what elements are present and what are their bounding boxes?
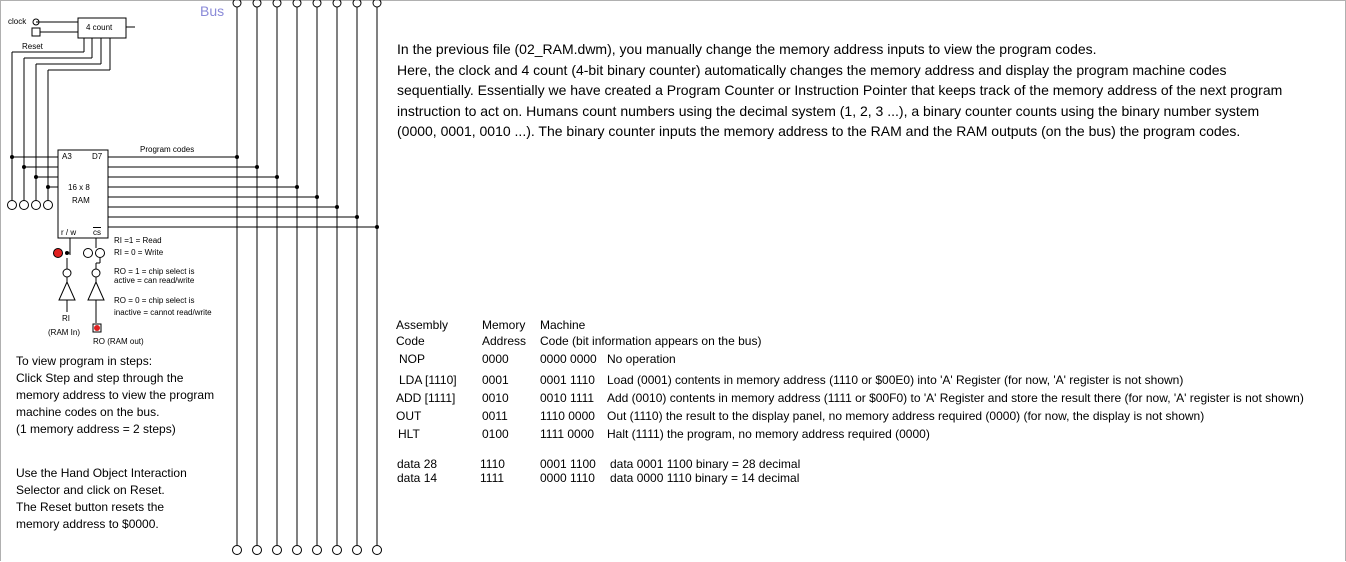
row-asm: ADD [1111] (396, 391, 456, 405)
steps-note: To view program in steps: Click Step and… (16, 354, 215, 436)
reset-button[interactable]: Reset (22, 42, 43, 51)
row-asm: LDA [1110] (399, 373, 457, 387)
row-asm: HLT (398, 427, 420, 441)
row-addr: 0100 (482, 427, 509, 441)
clock-label[interactable]: clock (8, 17, 27, 26)
row-addr: 0001 (482, 373, 509, 387)
header-memory: Memory (482, 318, 526, 332)
row-desc: Add (0010) contents in memory address (1… (607, 391, 1304, 405)
header-address: Address (482, 334, 527, 348)
row-asm: NOP (399, 352, 426, 366)
ram-chip (57, 149, 109, 239)
counter-box (77, 17, 127, 39)
header-machine: Machine (540, 318, 586, 332)
ri-sub-label: (RAM In) (48, 328, 80, 337)
bus-lines (232, 0, 382, 555)
ram-addr-pin: A3 (62, 152, 72, 161)
header-code: Code (396, 334, 425, 348)
row-code: 0010 1111 (540, 391, 595, 405)
row-asm: OUT (396, 409, 422, 423)
row-addr: 0010 (482, 391, 509, 405)
data-row-code: 0001 1100 (540, 457, 596, 471)
row-addr: 0000 (482, 352, 509, 366)
row-code: 1111 0000 (540, 427, 595, 441)
data-row-code: 0000 1110 (540, 471, 595, 485)
bus-label: Bus (200, 3, 225, 19)
header-assembly: Assembly (396, 318, 449, 332)
ri-label: RI (62, 314, 70, 323)
row-code: 0001 1110 (540, 373, 595, 387)
ri-led-icon (53, 248, 63, 258)
row-desc: Load (0001) contents in memory address (… (607, 373, 1184, 387)
data-row-asm: data 28 (397, 457, 438, 471)
data-row-asm: data 14 (397, 471, 438, 485)
program-table: Assembly Code Memory Address Machine Cod… (396, 318, 1336, 558)
data-row-addr: 1110 (480, 457, 505, 471)
row-code: 1110 0000 (540, 409, 595, 423)
program-codes-label: Program codes (140, 145, 195, 154)
header-machine-code: Code (bit information appears on the bus… (540, 334, 762, 348)
ri-read-note: RI =1 = Read (114, 236, 162, 245)
ro-active-note-2: active = can read/write (114, 276, 195, 285)
row-desc: Out (1110) the result to the display pan… (607, 409, 1205, 423)
ro-active-note-1: RO = 1 = chip select is (114, 267, 195, 276)
ram-size: 16 x 8 (68, 183, 90, 192)
data-row-addr: 1111 (480, 471, 505, 485)
ram-data-pin: D7 (92, 152, 103, 161)
ri-write-note: RI = 0 = Write (114, 248, 164, 257)
ro-label: RO (RAM out) (93, 337, 144, 346)
ram-cs-pin: cs (93, 228, 101, 237)
row-desc: No operation (607, 352, 676, 366)
ro-inactive-note-1: RO = 0 = chip select is (114, 296, 195, 305)
row-addr: 0011 (482, 409, 508, 423)
ram-name: RAM (72, 196, 90, 205)
ro-led-icon (94, 325, 100, 331)
data-row-desc: data 0000 1110 binary = 14 decimal (610, 471, 800, 485)
row-desc: Halt (1111) the program, no memory addre… (607, 427, 930, 441)
row-code: 0000 0000 (540, 352, 597, 366)
data-row-desc: data 0001 1100 binary = 28 decimal (610, 457, 801, 471)
ro-inactive-note-2: inactive = cannot read/write (114, 308, 212, 317)
reset-note: Use the Hand Object Interaction Selector… (16, 466, 187, 531)
counter-label: 4 count (86, 23, 113, 32)
description-paragraph: In the previous file (02_RAM.dwm), you m… (397, 41, 1283, 139)
ram-rw-pin: r / w (61, 228, 77, 237)
